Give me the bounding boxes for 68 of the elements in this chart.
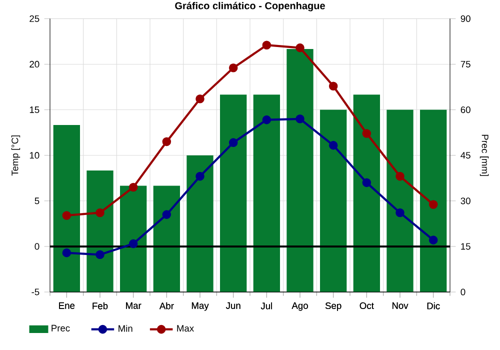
x-tick-label: Nov [392, 302, 408, 309]
point [296, 114, 304, 124]
point [428, 236, 438, 244]
chart-title: Gráfico climático - Copenhague [175, 2, 325, 12]
bar [420, 110, 447, 292]
x-tick-label: Abr [159, 302, 174, 310]
point [228, 63, 238, 72]
y-axis-title: Temp [°C] [11, 135, 20, 176]
point [428, 200, 438, 209]
point [162, 137, 172, 146]
bar [220, 94, 247, 292]
point [328, 82, 338, 90]
y2-tick-label: 15 [461, 243, 470, 250]
point [62, 211, 72, 220]
y-tick-label: 20 [30, 60, 40, 68]
x-tick-label: Sep [325, 302, 342, 311]
point [396, 172, 404, 181]
bar [253, 94, 280, 292]
x-tick-label: Ago [292, 302, 308, 311]
y-tick-label: 10 [30, 152, 40, 159]
x-tick-label: Mar [126, 302, 142, 309]
point [362, 178, 372, 188]
y2-tick-label: 30 [460, 198, 470, 204]
y-tick-label: -5 [32, 288, 40, 296]
point [62, 248, 72, 258]
legend-label: Max [177, 325, 194, 332]
point [162, 210, 172, 219]
legend-label: Min [118, 324, 132, 332]
bar [386, 110, 414, 292]
bar [353, 94, 380, 292]
x-tick-label: Feb [92, 302, 108, 310]
y2-tick-label: 75 [460, 60, 470, 68]
point [396, 208, 404, 218]
point [328, 140, 338, 150]
y-tick-label: 25 [30, 15, 40, 22]
x-tick-label: Jun [226, 302, 240, 309]
point [362, 129, 372, 138]
point [228, 138, 238, 147]
point [296, 43, 304, 52]
bar [186, 155, 214, 292]
y-tick-label: 0 [34, 243, 40, 250]
bar [286, 49, 314, 292]
y-tick-label: 15 [30, 106, 40, 114]
y2-tick-label: 60 [460, 106, 470, 114]
bar [86, 170, 114, 292]
x-tick-label: Dic [427, 302, 440, 310]
point [96, 250, 104, 260]
point [96, 208, 104, 218]
y2-axis-title: Prec [mm] [480, 134, 489, 176]
x-tick-label: Ene [59, 302, 75, 309]
legend-label: Prec [52, 324, 70, 332]
bar [53, 124, 80, 292]
point [128, 182, 138, 192]
y-tick-label: 5 [34, 198, 40, 204]
point [128, 239, 138, 248]
x-tick-label: Jul [260, 302, 272, 310]
point [196, 94, 204, 104]
x-tick-label: May [192, 302, 209, 311]
bar [320, 110, 347, 292]
x-tick-label: Oct [360, 302, 374, 309]
y2-tick-label: 0 [460, 288, 466, 296]
point [262, 115, 272, 124]
point [262, 40, 272, 50]
bar [120, 186, 147, 292]
point [196, 172, 204, 181]
bar [153, 186, 180, 292]
y2-tick-label: 45 [460, 152, 470, 159]
y2-tick-label: 90 [460, 15, 470, 22]
